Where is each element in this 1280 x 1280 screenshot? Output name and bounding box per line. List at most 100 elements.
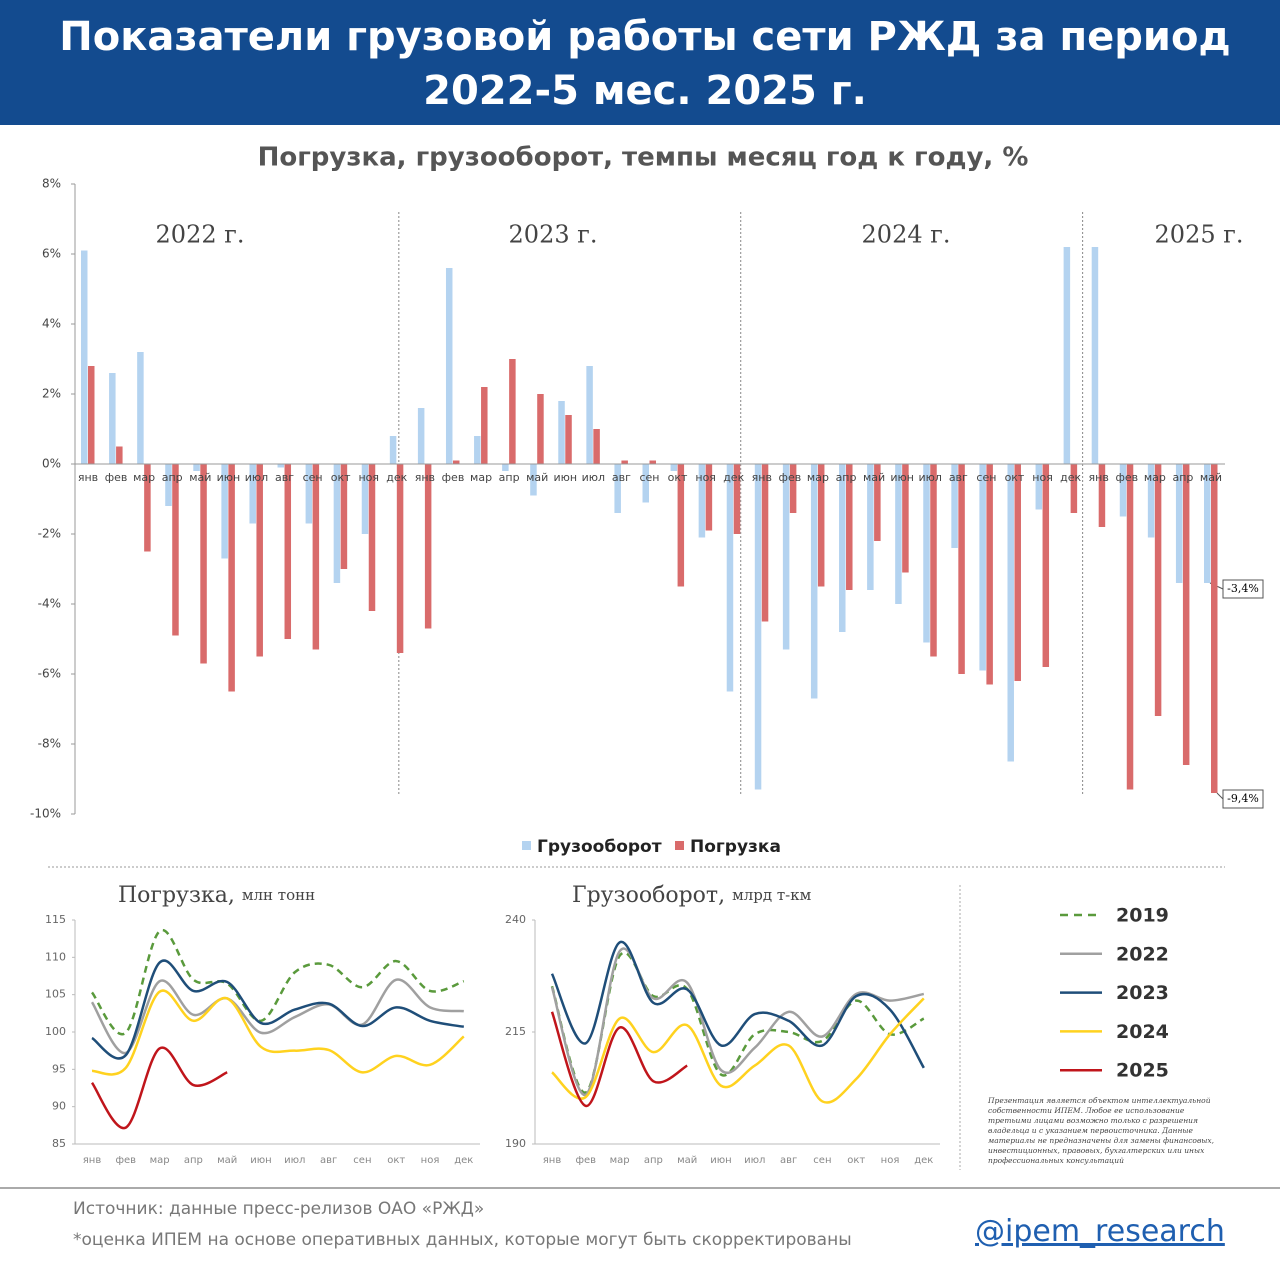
title: Погрузка, [118, 883, 235, 908]
x-tick-label: мар [133, 471, 155, 484]
bar [986, 464, 993, 685]
title: Грузооборот, [572, 883, 725, 908]
series-line [550, 947, 925, 1096]
bar [565, 415, 572, 464]
y-tick-label: 115 [45, 913, 66, 926]
bar [846, 464, 853, 590]
bar [340, 464, 348, 569]
x-tick-label: янв [78, 471, 98, 484]
series-line [91, 989, 465, 1076]
x-tick-label: июн [553, 471, 577, 484]
x-tick-label: апр [1172, 471, 1193, 484]
y-tick-label: -4% [38, 597, 61, 611]
legend-label: Погрузка [690, 837, 781, 857]
y-tick-label: -8% [38, 737, 61, 751]
y-tick-label: 240 [505, 913, 526, 926]
y-tick-label: -6% [38, 667, 61, 681]
label-box [1222, 579, 1264, 599]
bar [1175, 464, 1183, 583]
x-tick-label: авг [949, 471, 968, 484]
x-tick-label: авг [780, 1155, 797, 1166]
bar [979, 464, 986, 671]
series-line [550, 940, 925, 1069]
chart-title: Погрузка, млн тонн [118, 883, 315, 908]
bar [137, 352, 144, 464]
x-tick-label: авг [320, 1155, 337, 1166]
x-tick-label: дек [723, 471, 744, 484]
x-tick-label: ноя [1032, 471, 1053, 484]
legend-label: 2022 [1116, 943, 1169, 965]
bar [614, 464, 621, 513]
x-tick-label: окт [331, 471, 351, 484]
bar [817, 464, 825, 587]
y-tick-label: 8% [42, 177, 61, 191]
x-tick-label: фев [105, 471, 128, 484]
x-tick-label: апр [644, 1155, 663, 1166]
x-tick-label: июл [245, 471, 268, 484]
x-tick-label: июн [217, 471, 241, 484]
x-tick-label: ноя [421, 1155, 440, 1166]
x-tick-label: июн [710, 1155, 731, 1166]
y-tick-label: 90 [52, 1100, 66, 1113]
x-tick-label: май [217, 1155, 237, 1166]
x-tick-label: мар [470, 471, 492, 484]
x-tick-label: фев [1115, 471, 1138, 484]
disclaimer: Презентация является объектом интеллекту… [988, 1096, 1215, 1165]
bar [277, 464, 285, 468]
bar [312, 464, 320, 650]
x-tick-label: дек [1060, 471, 1081, 484]
y-tick-label: 4% [42, 317, 61, 331]
bar [867, 464, 874, 590]
x-tick-label: июн [890, 471, 914, 484]
bar [424, 464, 432, 629]
y-tick-label: 215 [505, 1025, 526, 1038]
bar [1035, 464, 1043, 510]
handle[interactable]: @ipem_research [975, 1214, 1225, 1249]
x-tick-label: дек [914, 1155, 933, 1166]
bar [761, 464, 769, 622]
bar [537, 394, 544, 464]
bar [228, 464, 235, 692]
bar [698, 464, 706, 538]
x-tick-label: апр [499, 471, 520, 484]
y-tick-label: 6% [42, 247, 61, 261]
x-tick-label: май [189, 471, 211, 484]
bar [789, 464, 797, 513]
bar [586, 366, 593, 464]
x-tick-label: окт [847, 1155, 865, 1166]
y-tick-label: 110 [45, 950, 66, 963]
legend-label: 2024 [1116, 1021, 1169, 1043]
bar [705, 464, 713, 531]
bar [1042, 464, 1050, 667]
x-tick-label: июн [250, 1155, 271, 1166]
y-tick-label: -10% [30, 807, 61, 821]
bar [902, 464, 909, 573]
bar [1119, 464, 1127, 517]
bar [305, 464, 313, 524]
x-tick-label: янв [752, 471, 772, 484]
bar [333, 464, 341, 583]
bar [930, 464, 937, 657]
y-tick-label: 85 [52, 1137, 66, 1150]
bar [509, 359, 516, 464]
bar [368, 464, 376, 611]
bar [1014, 464, 1021, 681]
bar [1126, 464, 1134, 790]
year-label: 2022 г. [156, 221, 245, 249]
x-tick-label: янв [415, 471, 435, 484]
x-tick-label: июл [744, 1155, 765, 1166]
bar [284, 464, 292, 639]
bar [530, 464, 537, 496]
bar [621, 460, 628, 464]
bar [874, 464, 881, 541]
x-tick-label: мар [807, 471, 829, 484]
bar [754, 464, 762, 790]
legend-swatch [675, 841, 684, 850]
bar [81, 250, 88, 464]
bar [810, 464, 818, 699]
bar [642, 464, 649, 503]
bar [165, 464, 172, 506]
bar [361, 464, 369, 534]
